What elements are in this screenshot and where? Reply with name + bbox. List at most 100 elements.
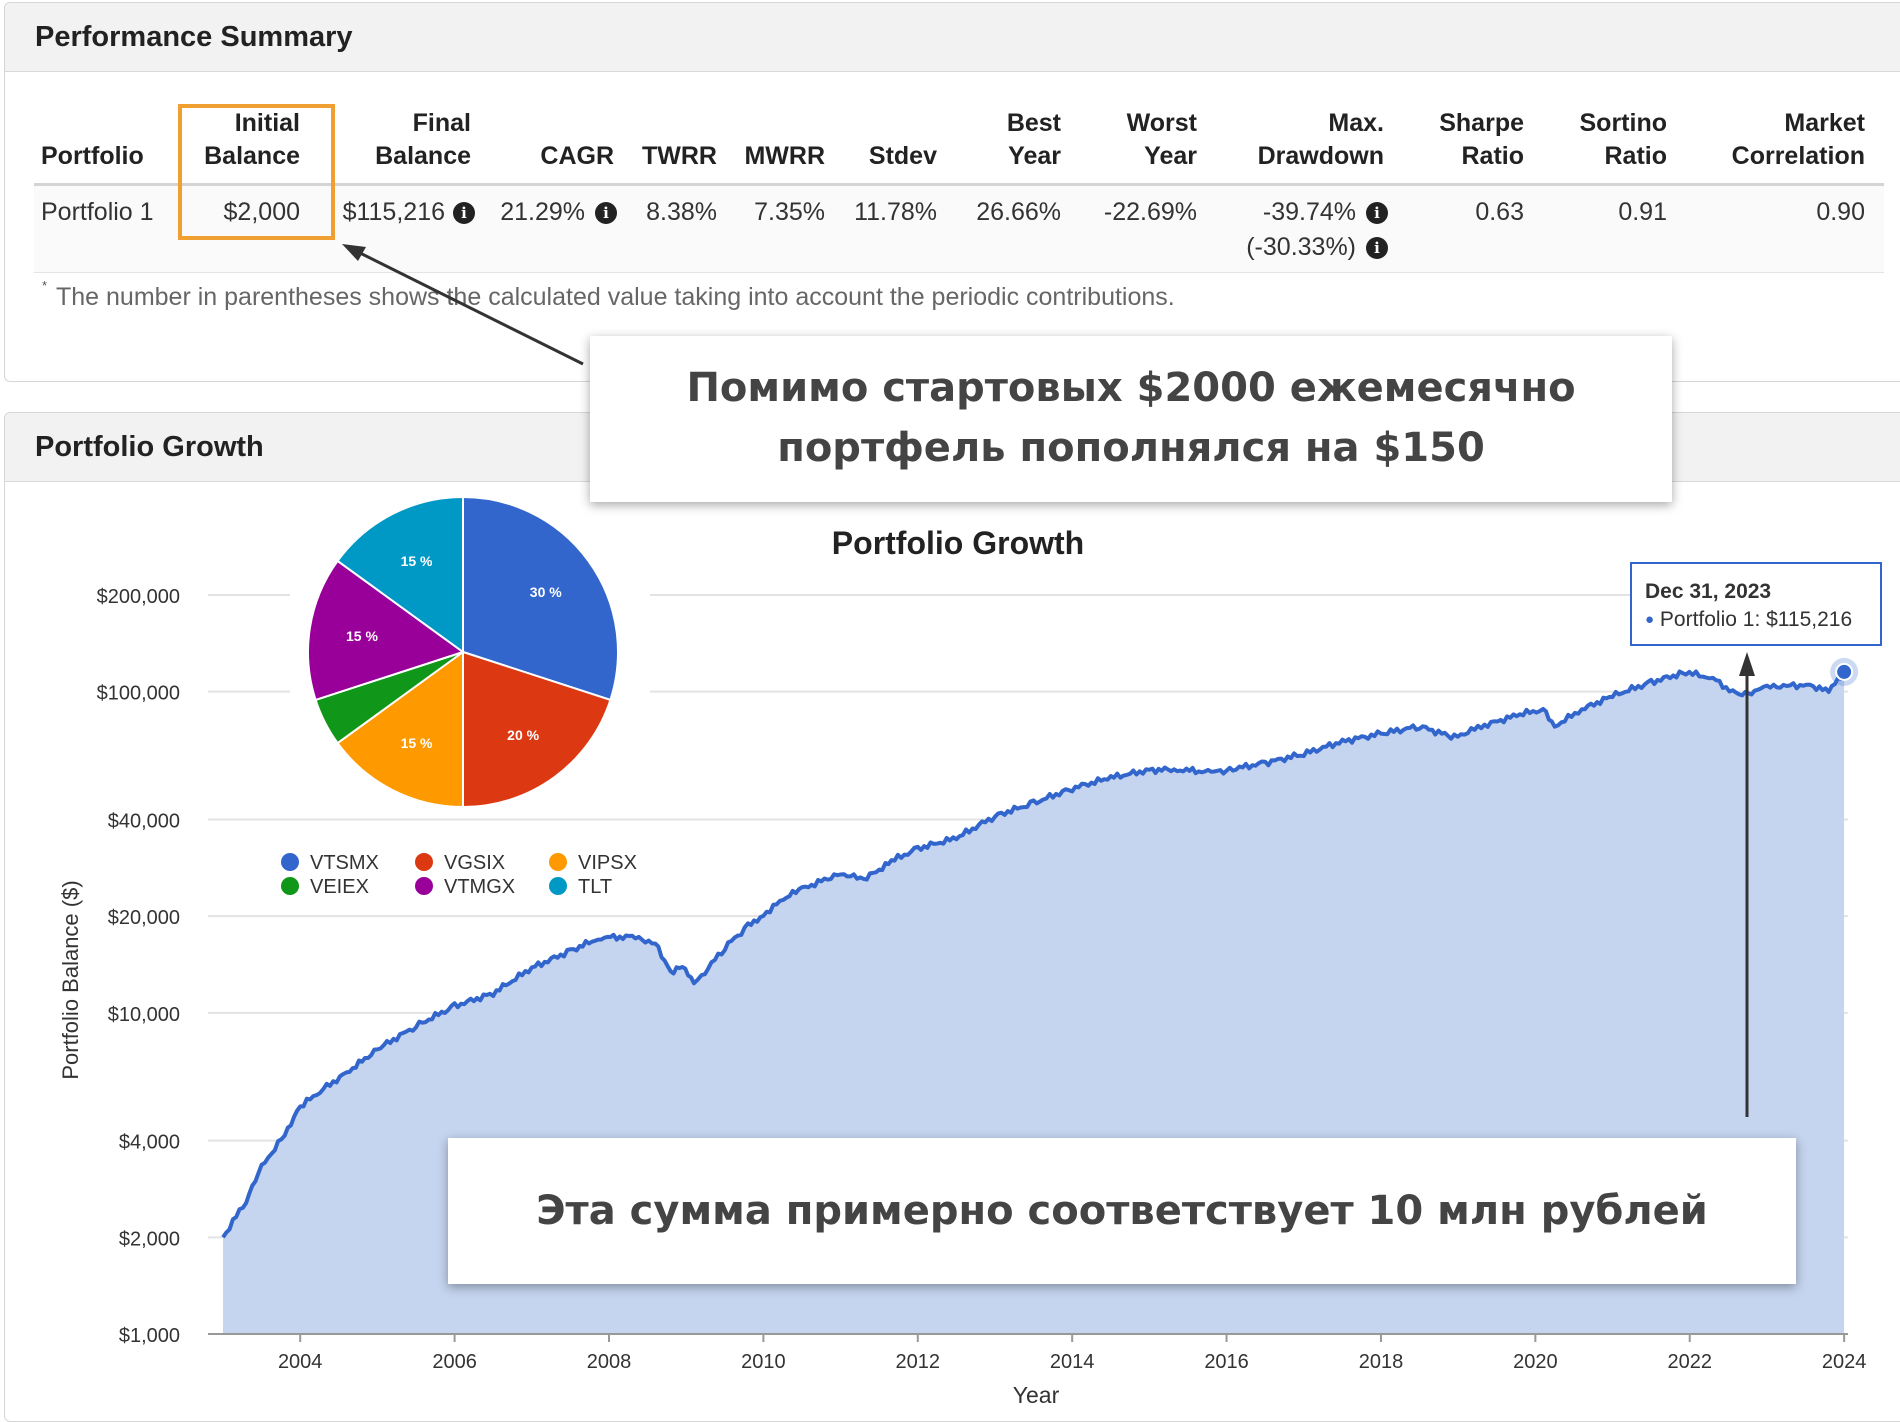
cell-stdev: 11.78% xyxy=(854,198,937,226)
pie-slice-label: 30 % xyxy=(530,584,562,600)
annotation-arrowhead-top xyxy=(342,244,366,261)
initial-balance-highlight xyxy=(178,104,335,240)
header-divider xyxy=(34,183,1884,186)
pie-slice-label: 20 % xyxy=(507,727,539,743)
header-portfolio[interactable]: Portfolio xyxy=(41,142,144,170)
header-sortino-2[interactable]: Ratio xyxy=(1604,142,1668,170)
legend-label-veiex: VEIEX xyxy=(310,876,369,898)
callout-contributions-line-2: портфель пополнялся на $150 xyxy=(777,425,1485,471)
x-tick-label: 2010 xyxy=(741,1351,786,1373)
x-tick-label: 2008 xyxy=(587,1351,632,1373)
legend-marker xyxy=(549,853,567,871)
cell-cagr: 21.29% xyxy=(500,198,585,226)
tooltip-point-marker xyxy=(1835,662,1854,681)
x-tick-label: 2016 xyxy=(1204,1351,1249,1373)
x-tick-label: 2004 xyxy=(278,1351,323,1373)
y-tick-label: $10,000 xyxy=(108,1004,180,1026)
pie-slice-vtsmx xyxy=(462,495,619,702)
header-worst-2[interactable]: Year xyxy=(1144,142,1197,170)
y-axis-ticks: $1,000 $2,000 $4,000 $10,000 $20,000 $40,000 $… xyxy=(97,586,180,1347)
y-axis-label: Portfolio Balance ($) xyxy=(58,880,83,1079)
header-cagr[interactable]: CAGR xyxy=(540,142,614,170)
final-info-icon[interactable]: i xyxy=(453,202,475,224)
tooltip-date: Dec 31, 2023 xyxy=(1645,580,1772,603)
x-tick-label: 2012 xyxy=(896,1351,941,1373)
callout-contributions: Помимо стартовых $2000 ежемесячно портфе… xyxy=(590,336,1672,502)
header-final-2[interactable]: Balance xyxy=(375,142,471,170)
annotation-arrow-top xyxy=(349,246,584,366)
cell-max-drawdown-contrib: (-30.33%) xyxy=(1246,233,1356,261)
pie-slice-tlt xyxy=(336,495,464,654)
y-tick-label: $1,000 xyxy=(119,1325,180,1347)
legend-marker xyxy=(281,877,299,895)
header-stdev[interactable]: Stdev xyxy=(868,142,937,170)
x-tick-label: 2024 xyxy=(1822,1351,1867,1373)
legend-marker xyxy=(549,877,567,895)
y-tick-label: $200,000 xyxy=(97,586,180,608)
x-tick-label: 2018 xyxy=(1359,1351,1404,1373)
annotation-arrowhead-right xyxy=(1739,652,1755,676)
header-final-1[interactable]: Final xyxy=(412,109,471,137)
cell-initial-balance: $2,000 xyxy=(223,198,300,226)
cell-mwrr: 7.35% xyxy=(754,198,825,226)
cell-correlation: 0.90 xyxy=(1816,198,1865,226)
x-tick-label: 2020 xyxy=(1513,1351,1558,1373)
row-divider xyxy=(34,272,1884,273)
header-drawdown-2[interactable]: Drawdown xyxy=(1257,142,1384,170)
header-sharpe-1[interactable]: Sharpe xyxy=(1439,109,1524,137)
header-correlation-2[interactable]: Correlation xyxy=(1731,142,1865,170)
legend-marker xyxy=(415,877,433,895)
series-line-portfolio-1 xyxy=(221,669,1846,1239)
pie-slice-label: 15 % xyxy=(401,735,433,751)
header-correlation-1[interactable]: Market xyxy=(1784,109,1865,137)
pie-legend: VTSMX VGSIX VIPSX VEIEX VTMGX TLT xyxy=(281,852,637,898)
footnote-mark: * xyxy=(42,278,48,293)
performance-summary-title: Performance Summary xyxy=(5,3,1900,72)
allocation-pie-chart: 30 % 20 % 15 % 15 % 15 % xyxy=(290,488,650,818)
cell-twrr: 8.38% xyxy=(646,198,717,226)
pie-slice-label: 15 % xyxy=(346,628,378,644)
cagr-info-icon[interactable]: i xyxy=(595,202,617,224)
table-row-bg xyxy=(34,186,1884,272)
chart-tooltip: Dec 31, 2023 ● Portfolio 1: $115,216 xyxy=(1630,562,1882,646)
drawdown-info-icon[interactable]: i xyxy=(1366,202,1388,224)
y-tick-label: $100,000 xyxy=(97,683,180,705)
x-axis-label: Year xyxy=(1013,1382,1060,1408)
legend-marker xyxy=(415,853,433,871)
header-drawdown-1[interactable]: Max. xyxy=(1328,109,1384,137)
tooltip-bullet-icon: ● xyxy=(1645,611,1655,628)
header-twrr[interactable]: TWRR xyxy=(642,142,717,170)
legend-marker xyxy=(281,853,299,871)
x-axis-ticks: 2004 2006 2008 2010 2012 2014 2016 2018 2020 2022… xyxy=(208,1333,1867,1373)
footnote: The number in parentheses shows the calc… xyxy=(56,283,1175,311)
legend-label-vtsmx: VTSMX xyxy=(310,852,379,874)
header-best-1[interactable]: Best xyxy=(1006,109,1061,137)
tooltip-value-row: ● Portfolio 1: $115,216 xyxy=(1645,608,1852,632)
header-initial-1[interactable]: Initial xyxy=(234,109,300,137)
pie-slice-vgsix xyxy=(462,650,612,809)
drawdown-contrib-info-icon[interactable]: i xyxy=(1366,237,1388,259)
tooltip-value: Portfolio 1: $115,216 xyxy=(1659,608,1853,631)
pie-slice-label: 15 % xyxy=(401,553,433,569)
header-sharpe-2[interactable]: Ratio xyxy=(1461,142,1525,170)
header-initial-2[interactable]: Balance xyxy=(204,142,300,170)
legend-label-vgsix: VGSIX xyxy=(444,852,505,874)
cell-best-year: 26.66% xyxy=(976,198,1061,226)
header-worst-1[interactable]: Worst xyxy=(1126,109,1197,137)
header-sortino-1[interactable]: Sortino xyxy=(1579,109,1668,137)
x-tick-label: 2022 xyxy=(1667,1351,1712,1373)
x-tick-label: 2014 xyxy=(1050,1351,1095,1373)
legend-label-vipsx: VIPSX xyxy=(578,852,637,874)
cell-worst-year: -22.69% xyxy=(1103,198,1197,226)
pie-slice-vtmgx xyxy=(307,559,466,702)
header-mwrr[interactable]: MWRR xyxy=(744,142,825,170)
pie-slice-vipsx xyxy=(336,650,464,809)
header-best-2[interactable]: Year xyxy=(1008,142,1061,170)
y-tick-label: $40,000 xyxy=(108,810,180,832)
cell-sharpe: 0.63 xyxy=(1475,198,1524,226)
y-tick-label: $2,000 xyxy=(119,1228,180,1250)
cell-sortino: 0.91 xyxy=(1618,198,1667,226)
x-tick-label: 2006 xyxy=(432,1351,477,1373)
y-tick-label: $20,000 xyxy=(108,907,180,929)
callout-contributions-line-1: Помимо стартовых $2000 ежемесячно xyxy=(686,365,1576,411)
